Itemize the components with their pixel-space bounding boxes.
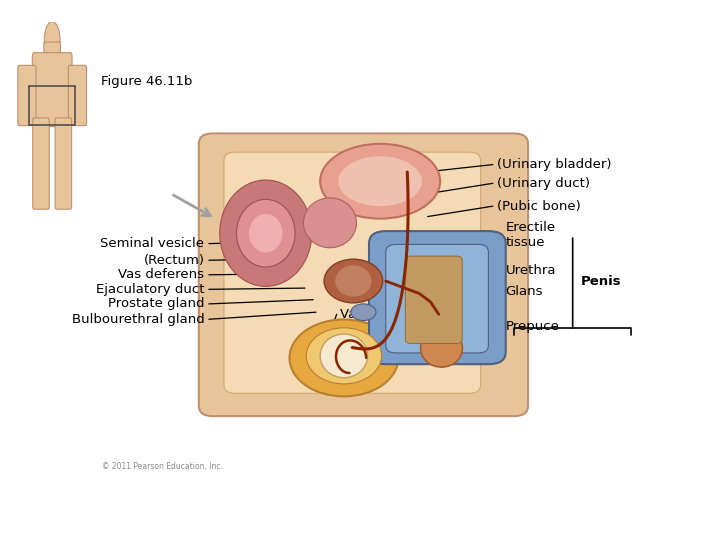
Text: Urethra: Urethra [505,264,557,277]
Bar [29,86,76,125]
Ellipse shape [289,320,398,396]
FancyBboxPatch shape [18,65,36,126]
Ellipse shape [351,304,376,321]
FancyBboxPatch shape [386,245,488,353]
Text: Vas deferens: Vas deferens [340,308,426,321]
Text: © 2011 Pearson Education, Inc.: © 2011 Pearson Education, Inc. [102,462,223,471]
Text: Epididymis: Epididymis [340,323,413,336]
Circle shape [45,22,60,58]
FancyBboxPatch shape [199,133,528,416]
Ellipse shape [306,328,382,384]
FancyBboxPatch shape [44,42,60,60]
FancyBboxPatch shape [224,152,481,393]
Text: Glans: Glans [505,285,543,298]
Text: (Pubic bone): (Pubic bone) [498,200,581,213]
Ellipse shape [303,198,356,248]
Text: Penis: Penis [581,274,621,287]
Text: Testis: Testis [340,339,377,353]
Ellipse shape [249,214,282,253]
Ellipse shape [220,180,312,286]
Ellipse shape [320,334,368,377]
Text: Erectile
tissue: Erectile tissue [505,221,556,249]
Text: (Rectum): (Rectum) [143,254,204,267]
FancyBboxPatch shape [405,256,462,343]
Text: Prostate gland: Prostate gland [108,298,204,310]
Text: Prepuce: Prepuce [505,320,559,333]
FancyBboxPatch shape [68,65,86,126]
Text: Scrotum: Scrotum [340,355,396,368]
FancyBboxPatch shape [369,231,505,364]
Ellipse shape [338,156,422,206]
Text: Vas deferens: Vas deferens [118,268,204,281]
Text: Ejaculatory duct: Ejaculatory duct [96,283,204,296]
Ellipse shape [420,329,462,367]
Text: Figure 46.11b: Figure 46.11b [101,75,192,88]
Text: (Urinary duct): (Urinary duct) [498,177,590,190]
Text: Seminal vesicle: Seminal vesicle [100,237,204,250]
Text: (Urinary bladder): (Urinary bladder) [498,158,612,171]
Text: Bulbourethral gland: Bulbourethral gland [71,313,204,326]
FancyBboxPatch shape [32,53,72,126]
FancyBboxPatch shape [55,118,72,209]
Ellipse shape [236,199,295,267]
Ellipse shape [320,144,440,219]
Ellipse shape [324,259,382,303]
Ellipse shape [336,266,372,296]
FancyBboxPatch shape [32,118,49,209]
